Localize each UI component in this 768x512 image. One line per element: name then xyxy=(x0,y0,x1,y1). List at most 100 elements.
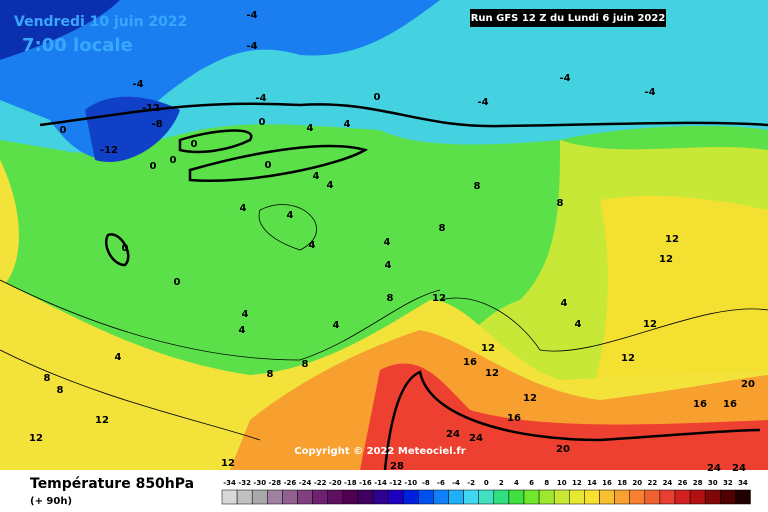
contour-label: 12 xyxy=(485,368,499,379)
scale-label: 20 xyxy=(632,479,642,487)
scale-label: -6 xyxy=(437,479,445,487)
contour-label: 4 xyxy=(575,319,582,330)
scale-cell xyxy=(629,489,646,505)
contour-label: 4 xyxy=(384,237,391,248)
contour-label: 8 xyxy=(57,385,64,396)
scale-label: -18 xyxy=(344,479,357,487)
copyright: Copyright © 2022 Meteociel.fr xyxy=(294,446,465,457)
footer-title: Température 850hPa xyxy=(30,476,194,492)
contour-label: 0 xyxy=(60,125,67,136)
contour-label: 4 xyxy=(242,309,249,320)
scale-label: -12 xyxy=(389,479,402,487)
scale-cell xyxy=(553,489,570,505)
scale-cell xyxy=(297,489,313,505)
valid-date: Vendredi 10 juin 2022 xyxy=(14,14,187,30)
scale-cell xyxy=(659,489,676,505)
scale-cell xyxy=(357,489,374,505)
scale-label: 0 xyxy=(484,479,489,487)
scale-cell xyxy=(493,489,510,505)
scale-label: 6 xyxy=(529,479,534,487)
footer-lead: (+ 90h) xyxy=(30,496,72,507)
scale-cell xyxy=(735,489,751,505)
contour-label: 20 xyxy=(556,444,570,455)
contour-label: 16 xyxy=(463,357,477,368)
contour-label: 4 xyxy=(333,320,340,331)
contour-label: 12 xyxy=(643,319,657,330)
contour-label: 12 xyxy=(221,458,235,469)
contour-label: 8 xyxy=(474,181,481,192)
scale-cell xyxy=(372,489,389,505)
contour-label: 8 xyxy=(267,369,274,380)
scale-cell xyxy=(221,489,238,505)
contour-label: 0 xyxy=(150,161,157,172)
scale-label: 30 xyxy=(708,479,718,487)
scale-cell xyxy=(236,489,253,505)
contour-label: -4 xyxy=(246,41,257,52)
contour-label: 16 xyxy=(507,413,521,424)
contour-label: 16 xyxy=(723,399,737,410)
scale-label: -32 xyxy=(238,479,251,487)
scale-label: -16 xyxy=(359,479,372,487)
scale-cell xyxy=(599,489,615,505)
contour-label: -4 xyxy=(246,10,257,21)
contour-label: 4 xyxy=(309,240,316,251)
contour-label: -4 xyxy=(559,73,570,84)
scale-label: 2 xyxy=(499,479,504,487)
scale-cell xyxy=(584,489,600,505)
zero-contour xyxy=(39,102,768,471)
contour-label: 4 xyxy=(240,203,247,214)
scale-label: -10 xyxy=(404,479,417,487)
scale-label: 14 xyxy=(587,479,597,487)
very-hot-zone xyxy=(360,363,768,470)
contour-label: 4 xyxy=(287,210,294,221)
contour-label: 0 xyxy=(122,243,129,254)
scale-label: 24 xyxy=(663,479,673,487)
scale-cell xyxy=(251,489,268,505)
scale-cell xyxy=(282,489,298,505)
contour-label: 4 xyxy=(307,123,314,134)
contour-label: 4 xyxy=(385,260,392,271)
scale-label: 32 xyxy=(723,479,733,487)
contour-label: 0 xyxy=(170,155,177,166)
contour-label: 28 xyxy=(390,461,404,472)
contour-label: 12 xyxy=(665,234,679,245)
scale-label: 34 xyxy=(738,479,748,487)
scale-cell xyxy=(448,489,464,505)
contour-label: 12 xyxy=(659,254,673,265)
scale-cell xyxy=(387,489,404,505)
scale-cell xyxy=(508,489,525,505)
contour-label: 20 xyxy=(741,379,755,390)
scale-cell xyxy=(342,489,359,505)
color-scale: -34 -32 -30 -28 -26 -24 -22 -20 -18 -16 -14 -12 -10-… xyxy=(221,479,751,505)
contour-label: 4 xyxy=(115,352,122,363)
contour-label: -4 xyxy=(255,93,266,104)
contour-label: 4 xyxy=(327,180,334,191)
scale-cell xyxy=(267,489,283,505)
scale-label: 16 xyxy=(602,479,612,487)
scale-label: -2 xyxy=(467,479,475,487)
scale-label: 26 xyxy=(678,479,688,487)
scale-label: 4 xyxy=(514,479,519,487)
scale-cell xyxy=(327,489,344,505)
scale-cell xyxy=(433,489,449,505)
contour-label: -12 xyxy=(100,145,118,156)
contour-label: -4 xyxy=(644,87,655,98)
scale-cell xyxy=(478,489,495,505)
scale-cell xyxy=(704,489,721,505)
contour-label: 0 xyxy=(374,92,381,103)
scale-label: 28 xyxy=(693,479,703,487)
scale-label: -30 xyxy=(253,479,266,487)
scale-label: -4 xyxy=(452,479,460,487)
valid-time: 7:00 locale xyxy=(22,35,133,56)
warm-zone xyxy=(0,160,19,290)
contour-label: 0 xyxy=(174,277,181,288)
contour xyxy=(0,204,768,441)
scale-cell xyxy=(720,489,736,505)
scale-label: -8 xyxy=(422,479,430,487)
contour-label: 12 xyxy=(95,415,109,426)
contour-label: -8 xyxy=(151,119,162,130)
contour-label: 12 xyxy=(29,433,43,444)
contour-label: 0 xyxy=(259,117,266,128)
scale-label: -34 xyxy=(223,479,236,487)
